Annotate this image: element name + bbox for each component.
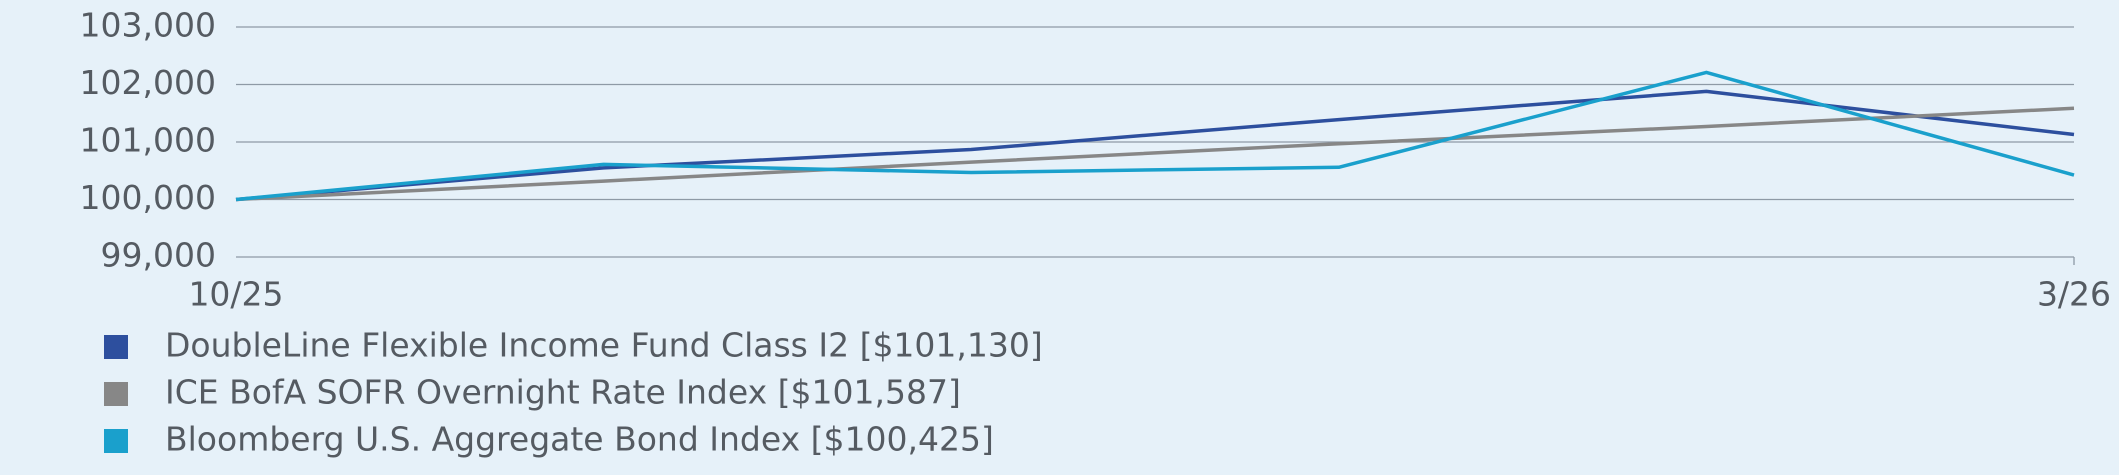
y-tick-label: 99,000 (101, 236, 216, 275)
legend-swatch (104, 335, 128, 359)
legend-label: DoubleLine Flexible Income Fund Class I2… (165, 326, 1043, 365)
series-line (235, 106, 2075, 202)
y-tick-label: 103,000 (80, 6, 216, 45)
legend-label: ICE BofA SOFR Overnight Rate Index [$101… (165, 373, 961, 412)
y-tick-label: 101,000 (80, 121, 216, 160)
x-tick-label: 3/26 (2037, 275, 2111, 314)
y-tick-label: 100,000 (80, 178, 216, 217)
x-tick-label: 10/25 (188, 275, 283, 314)
legend-label: Bloomberg U.S. Aggregate Bond Index [$10… (165, 420, 994, 459)
series-line (235, 89, 2075, 202)
legend-swatch (104, 382, 128, 406)
y-tick-label: 102,000 (80, 63, 216, 102)
series-line (235, 70, 2075, 202)
legend-swatch (104, 429, 128, 453)
